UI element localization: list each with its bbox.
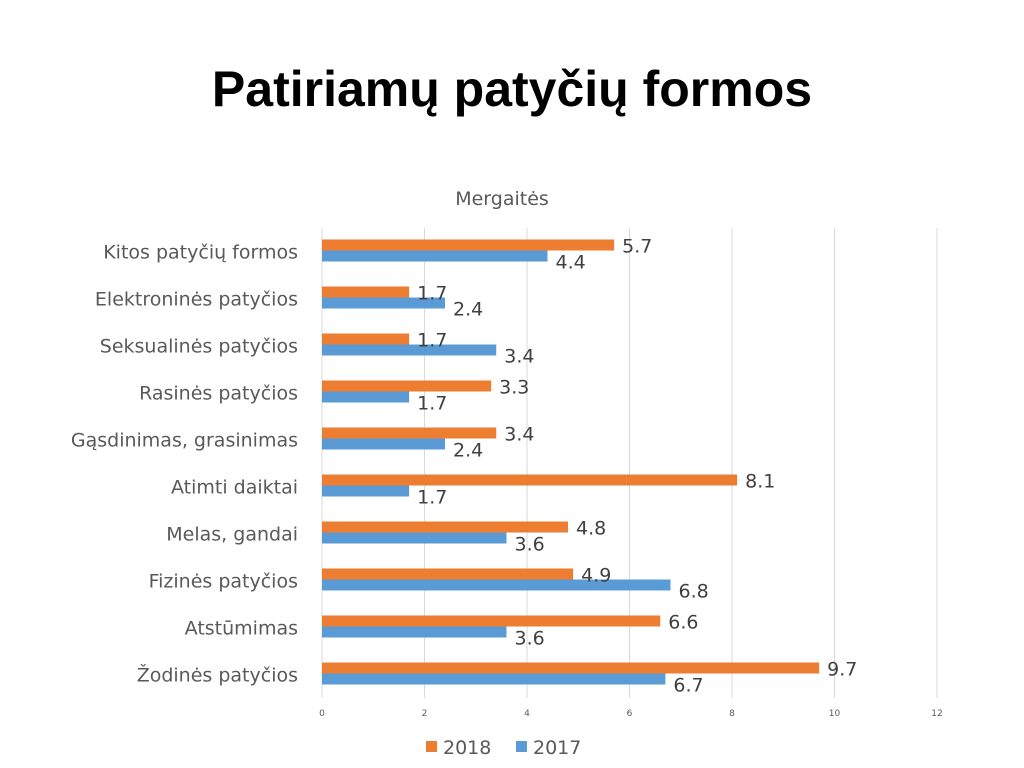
data-label: 4.9 (581, 565, 611, 587)
data-label: 3.6 (515, 628, 545, 650)
data-label: 3.4 (504, 346, 534, 368)
bar-2018 (322, 568, 574, 580)
data-label: 2.4 (453, 440, 483, 462)
x-tick-label: 12 (931, 709, 942, 719)
bar-2018 (322, 286, 410, 298)
data-label: 1.7 (417, 393, 447, 415)
chart-title: Mergaitės (455, 188, 549, 210)
category-label: Elektroninės patyčios (95, 289, 298, 311)
x-tick-labels: 0 2 4 6 8 10 12 (319, 709, 943, 719)
category-label: Rasinės patyčios (139, 383, 298, 405)
x-tick-label: 10 (829, 709, 841, 719)
bar-2018 (322, 380, 492, 392)
data-label: 6.6 (668, 612, 698, 634)
category-label: Kitos patyčių formos (103, 242, 298, 264)
bars (322, 239, 820, 685)
data-label: 6.7 (673, 675, 703, 697)
data-label: 2.4 (453, 299, 483, 321)
legend: 2018 2017 (426, 737, 581, 759)
bar-2017 (322, 297, 445, 309)
legend-swatch-2018 (426, 741, 437, 752)
category-label: Seksualinės patyčios (100, 336, 298, 358)
data-label: 3.3 (499, 377, 529, 399)
bar-2018 (322, 615, 661, 627)
bar-2017 (322, 673, 666, 685)
data-label: 8.1 (745, 471, 775, 493)
bar-2018 (322, 474, 738, 486)
legend-label: 2018 (443, 737, 491, 759)
x-tick-label: 6 (627, 709, 633, 719)
category-label: Melas, gandai (166, 524, 298, 546)
bar-2017 (322, 485, 410, 497)
legend-label: 2017 (533, 737, 581, 759)
bar-2018 (322, 662, 820, 674)
data-label: 9.7 (827, 659, 857, 681)
data-label: 5.7 (622, 236, 652, 258)
data-label: 6.8 (679, 581, 709, 603)
bar-2017 (322, 344, 497, 356)
data-label: 1.7 (417, 487, 447, 509)
bar-2017 (322, 532, 507, 544)
x-tick-label: 4 (524, 709, 530, 719)
x-tick-label: 0 (319, 709, 325, 719)
x-tick-label: 2 (422, 709, 428, 719)
data-label: 3.4 (504, 424, 534, 446)
legend-swatch-2017 (516, 741, 527, 752)
data-label: 4.4 (556, 252, 586, 274)
x-tick-label: 8 (729, 709, 735, 719)
bar-2018 (322, 521, 568, 533)
bar-2018 (322, 333, 410, 345)
data-label: 1.7 (417, 330, 447, 352)
category-label: Atstūmimas (185, 618, 298, 640)
category-labels: Kitos patyčių formos Elektroninės patyčio… (71, 242, 298, 687)
data-label: 3.6 (515, 534, 545, 556)
bar-2017 (322, 391, 410, 403)
bar-2017 (322, 250, 548, 262)
category-label: Žodinės patyčios (137, 664, 298, 687)
bar-2017 (322, 579, 671, 591)
category-label: Atimti daiktai (171, 477, 298, 499)
bar-2018 (322, 239, 615, 251)
data-label: 1.7 (417, 283, 447, 305)
data-labels: 5.7 4.4 1.7 2.4 1.7 3.4 3.3 1.7 3.4 2.4 8.1 1.7 4.8 3… (417, 236, 857, 697)
category-label: Gąsdinimas, grasinimas (71, 430, 298, 452)
bar-2017 (322, 626, 507, 638)
data-label: 4.8 (576, 518, 606, 540)
bar-2018 (322, 427, 497, 439)
bar-2017 (322, 438, 445, 450)
slide-title: Patiriamų patyčių formos (211, 61, 813, 117)
category-label: Fizinės patyčios (149, 571, 298, 593)
